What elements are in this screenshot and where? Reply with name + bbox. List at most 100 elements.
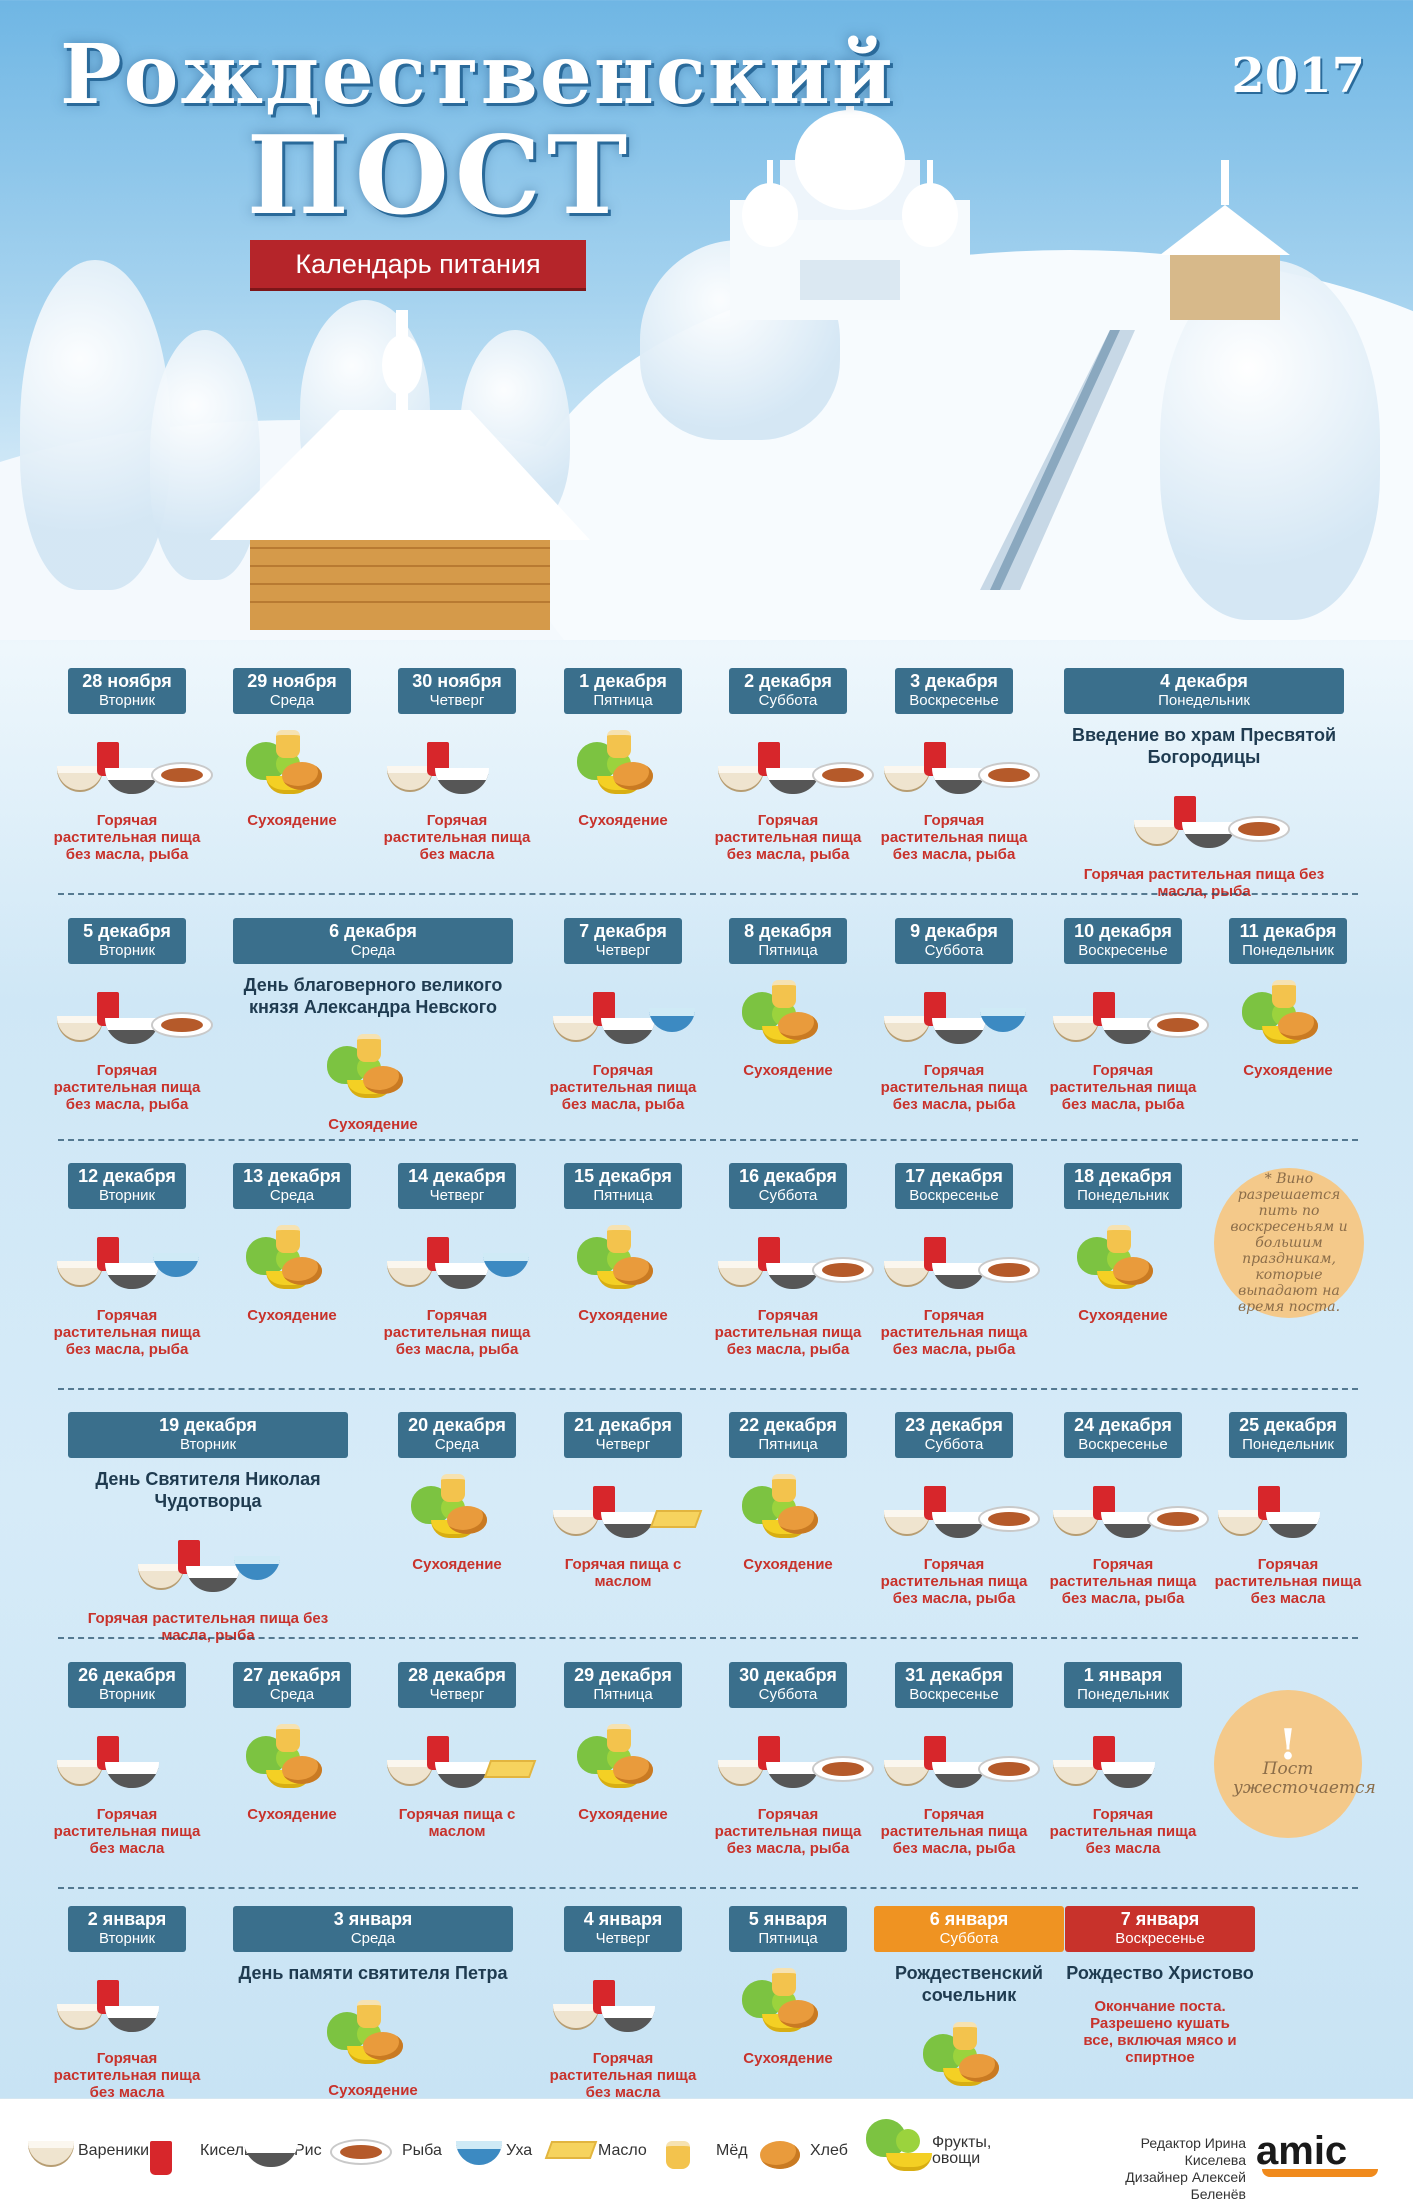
food-icons: [705, 728, 874, 804]
holiday-name: Введение во храм Пресвятой Богородицы: [1071, 725, 1337, 767]
legend-label: Рис: [294, 2142, 322, 2159]
day-cell: 23 декабря Суббота Горячая растительная пи…: [871, 1412, 1040, 1607]
date-header: 7 января Воскресенье: [1065, 1906, 1255, 1952]
date-header: 29 декабря Пятница: [564, 1662, 682, 1708]
food-icons: [233, 1998, 513, 2074]
day-cell: 2 января Вторник Горячая растительная пища…: [44, 1906, 210, 2101]
meal-rule: Сухоядение: [247, 812, 337, 829]
rice-icon: [105, 768, 159, 794]
bread-icon: [613, 762, 653, 790]
weekday-label: Четверг: [429, 1686, 485, 1703]
legend-label: Рыба: [402, 2142, 442, 2159]
meal-rule: Горячая растительная пища без масла, рыб…: [53, 812, 201, 863]
food-icons: [705, 1722, 874, 1798]
legend-label: Масло: [598, 2142, 647, 2159]
date-header: 16 декабря Суббота: [729, 1163, 847, 1209]
day-cell: 28 ноября Вторник Горячая растительная пищ…: [44, 668, 213, 863]
date-label: 16 декабря: [739, 1166, 837, 1186]
weekday-label: Воскресенье: [909, 1686, 999, 1703]
honey-icon: [607, 1724, 631, 1752]
legend-item: Кисель: [150, 2131, 252, 2175]
date-label: 12 декабря: [78, 1166, 176, 1186]
meal-rule: Горячая растительная пища без масла, рыб…: [549, 1062, 697, 1113]
date-label: 30 декабря: [739, 1665, 837, 1685]
meal-rule: Горячая растительная пища без масла, рыб…: [880, 1062, 1028, 1113]
legend-item: Масло: [544, 2131, 647, 2171]
date-label: 15 декабря: [574, 1166, 672, 1186]
ukha-icon: [483, 1253, 529, 1277]
date-label: 18 декабря: [1074, 1166, 1172, 1186]
weekday-label: Вторник: [98, 1187, 156, 1204]
holiday-name: День Святителя Николая Чудотворца: [95, 1469, 321, 1511]
day-cell: 22 декабря Пятница Сухоядение: [705, 1412, 871, 1573]
weekday-label: Четверг: [595, 1930, 651, 1947]
legend-label: Вареники: [78, 2142, 150, 2159]
legend-icon: [866, 2119, 932, 2177]
day-cell: 25 декабря Понедельник Горячая растительна…: [1205, 1412, 1371, 1607]
day-cell: 12 декабря Вторник Горячая растительная пи…: [44, 1163, 210, 1358]
date-header: 22 декабря Пятница: [729, 1412, 847, 1458]
fish-icon: [978, 1506, 1040, 1532]
ukha-icon: [153, 1253, 199, 1277]
honey-icon: [357, 2000, 381, 2028]
day-cell: 20 декабря Среда Сухоядение: [374, 1412, 540, 1573]
food-icons: [540, 728, 706, 804]
date-header: 30 ноября Четверг: [398, 668, 516, 714]
ukha-icon: [234, 1556, 280, 1580]
meal-rule: Сухоядение: [247, 1806, 337, 1823]
weekday-label: Понедельник: [1077, 1686, 1169, 1703]
date-label: 29 декабря: [574, 1665, 672, 1685]
weekday-label: Четверг: [429, 1187, 485, 1204]
food-icons: [871, 2020, 1067, 2096]
honey-icon: [607, 1225, 631, 1253]
bread-icon: [447, 1506, 487, 1534]
legend-icon: [330, 2133, 396, 2169]
legend-icon: [456, 2133, 502, 2169]
date-label: 6 декабря: [329, 921, 417, 941]
weekday-label: Суббота: [758, 1686, 818, 1703]
rice-icon: [601, 1018, 655, 1044]
food-icons: [871, 978, 1037, 1054]
date-header: 28 ноября Вторник: [68, 668, 186, 714]
date-label: 30 ноября: [412, 671, 502, 691]
bread-icon: [282, 1257, 322, 1285]
day-cell: 21 декабря Четверг Горячая пища с маслом: [540, 1412, 706, 1590]
meal-rule: Горячая растительная пища без масла, рыб…: [1083, 866, 1325, 900]
meal-rule: Сухоядение: [328, 1116, 418, 1133]
date-label: 4 января: [583, 1909, 663, 1929]
rice-icon: [105, 2006, 159, 2032]
date-label: 10 декабря: [1074, 921, 1172, 941]
day-cell: 6 декабря Среда День благоверного великого…: [233, 918, 513, 1133]
rice-icon: [1101, 1762, 1155, 1788]
logo-swoosh: [1262, 2169, 1378, 2177]
day-cell: 7 декабря Четверг Горячая растительная пищ…: [540, 918, 706, 1113]
food-icons: [540, 978, 706, 1054]
row-divider: [58, 1139, 1358, 1141]
legend-label: Мёд: [716, 2142, 748, 2159]
food-icons: [871, 1223, 1040, 1299]
date-header: 26 декабря Вторник: [68, 1662, 186, 1708]
meal-rule: Горячая растительная пища без масла, рыб…: [714, 1806, 862, 1857]
weekday-label: Пятница: [758, 1930, 818, 1947]
food-icons: [540, 1472, 706, 1548]
weekday-label: Среда: [434, 1436, 480, 1453]
meal-rule: Окончание поста. Разрешено кушать все, в…: [1083, 1998, 1237, 2066]
row-divider: [58, 1887, 1358, 1889]
date-header: 2 декабря Суббота: [729, 668, 847, 714]
date-label: 2 декабря: [744, 671, 832, 691]
weekday-label: Суббота: [924, 942, 984, 959]
weekday-label: Четверг: [595, 1436, 651, 1453]
meal-rule: Горячая растительная пища без масла: [1049, 1806, 1197, 1857]
weekday-label: Среда: [350, 1930, 396, 1947]
day-cell: 4 января Четверг Горячая растительная пища…: [540, 1906, 706, 2101]
fish-icon: [978, 1257, 1040, 1283]
honey-icon: [441, 1474, 465, 1502]
food-icons: [374, 728, 540, 804]
legend-icon: [28, 2133, 74, 2169]
date-label: 13 декабря: [243, 1166, 341, 1186]
weekday-label: Суббота: [924, 1436, 984, 1453]
day-cell: 1 января Понедельник Горячая растительная …: [1040, 1662, 1206, 1857]
day-cell: 5 января Пятница Сухоядение: [705, 1906, 871, 2067]
date-header: 10 декабря Воскресенье: [1064, 918, 1182, 964]
